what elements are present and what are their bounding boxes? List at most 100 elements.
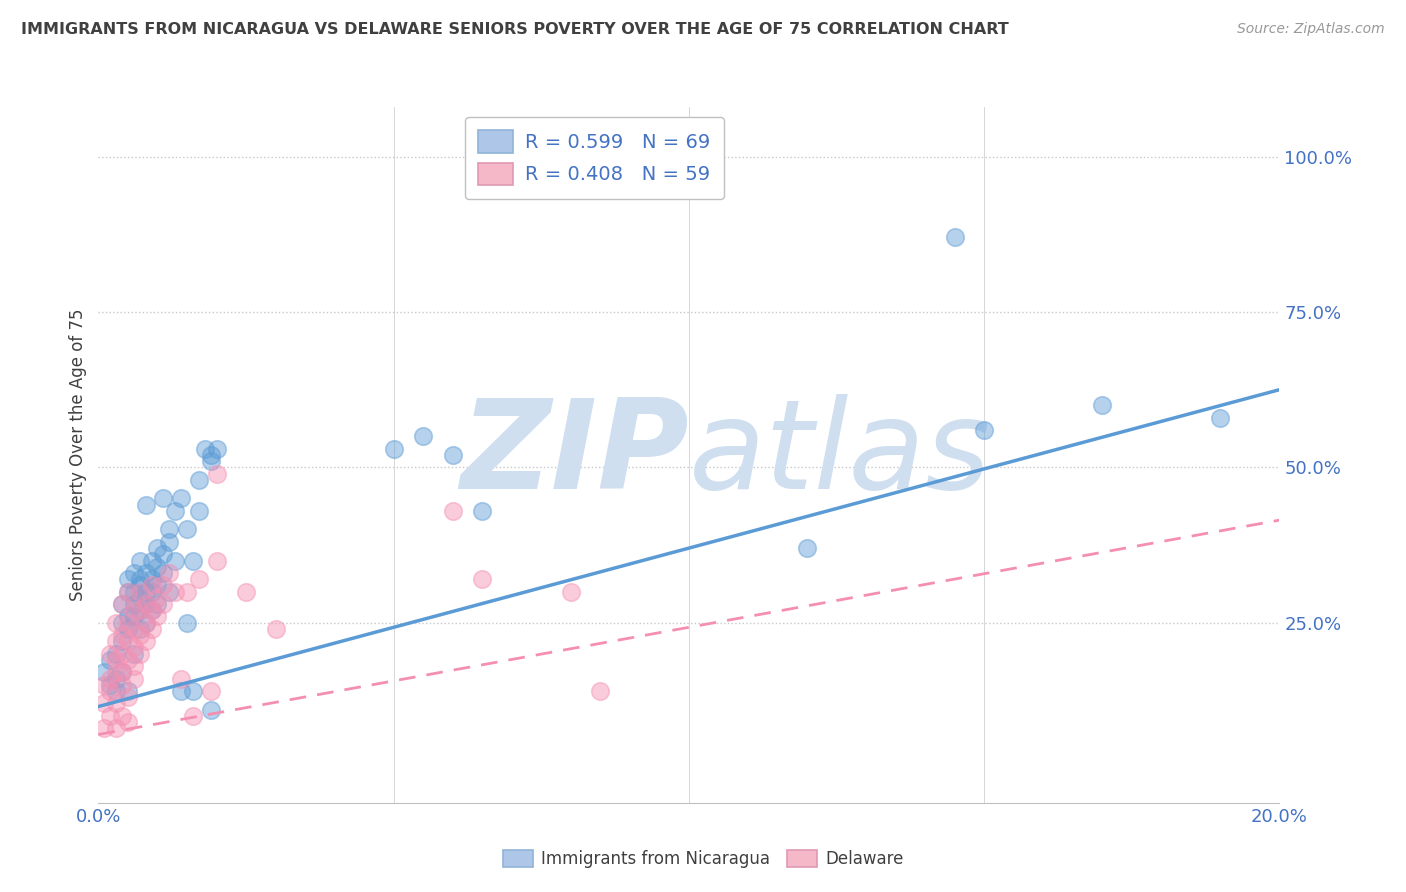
Point: [111, 665, 134, 680]
Point: [122, 603, 145, 617]
Point: [157, 566, 180, 580]
Point: [141, 572, 163, 586]
Point: [128, 591, 150, 605]
Point: [117, 690, 139, 705]
Point: [128, 628, 150, 642]
Point: [105, 647, 128, 661]
Point: [122, 647, 145, 661]
Point: [264, 622, 287, 636]
Point: [117, 572, 139, 586]
Point: [152, 491, 174, 506]
Point: [146, 559, 169, 574]
Point: [135, 498, 157, 512]
Point: [93, 665, 115, 680]
Point: [128, 647, 150, 661]
Point: [135, 597, 157, 611]
Point: [152, 566, 174, 580]
Point: [165, 584, 187, 599]
Point: [117, 584, 139, 599]
Point: [170, 672, 193, 686]
Point: [181, 684, 204, 698]
Point: [111, 615, 134, 630]
Point: [93, 678, 115, 692]
Point: [205, 553, 228, 567]
Point: [128, 603, 150, 617]
Point: [117, 653, 139, 667]
Point: [122, 597, 145, 611]
Point: [200, 684, 222, 698]
Point: [111, 708, 134, 723]
Point: [146, 578, 169, 592]
Point: [128, 622, 150, 636]
Point: [200, 703, 222, 717]
Point: [187, 504, 209, 518]
Point: [194, 442, 217, 456]
Point: [105, 672, 128, 686]
Point: [111, 678, 134, 692]
Point: [441, 504, 464, 518]
Point: [170, 684, 193, 698]
Point: [122, 609, 145, 624]
Point: [200, 454, 222, 468]
Y-axis label: Seniors Poverty Over the Age of 75: Seniors Poverty Over the Age of 75: [69, 309, 87, 601]
Point: [471, 572, 494, 586]
Point: [117, 634, 139, 648]
Point: [1091, 398, 1114, 412]
Point: [111, 647, 134, 661]
Legend: Immigrants from Nicaragua, Delaware: Immigrants from Nicaragua, Delaware: [496, 843, 910, 875]
Point: [117, 684, 139, 698]
Point: [165, 504, 187, 518]
Point: [117, 584, 139, 599]
Point: [157, 534, 180, 549]
Point: [441, 448, 464, 462]
Point: [98, 672, 121, 686]
Text: ZIP: ZIP: [460, 394, 689, 516]
Point: [105, 697, 128, 711]
Point: [146, 609, 169, 624]
Point: [176, 584, 198, 599]
Point: [128, 553, 150, 567]
Point: [98, 684, 121, 698]
Text: Source: ZipAtlas.com: Source: ZipAtlas.com: [1237, 22, 1385, 37]
Point: [141, 584, 163, 599]
Point: [200, 448, 222, 462]
Point: [93, 697, 115, 711]
Text: atlas: atlas: [689, 394, 991, 516]
Point: [122, 566, 145, 580]
Point: [111, 597, 134, 611]
Point: [165, 553, 187, 567]
Point: [176, 523, 198, 537]
Point: [135, 597, 157, 611]
Point: [98, 647, 121, 661]
Point: [589, 684, 612, 698]
Point: [117, 714, 139, 729]
Point: [141, 578, 163, 592]
Point: [412, 429, 434, 443]
Point: [205, 442, 228, 456]
Point: [796, 541, 818, 555]
Point: [105, 634, 128, 648]
Point: [560, 584, 582, 599]
Point: [181, 708, 204, 723]
Point: [111, 597, 134, 611]
Point: [187, 473, 209, 487]
Point: [105, 653, 128, 667]
Point: [176, 615, 198, 630]
Point: [235, 584, 257, 599]
Point: [105, 665, 128, 680]
Point: [98, 678, 121, 692]
Point: [128, 578, 150, 592]
Point: [205, 467, 228, 481]
Point: [135, 566, 157, 580]
Point: [973, 423, 995, 437]
Text: IMMIGRANTS FROM NICARAGUA VS DELAWARE SENIORS POVERTY OVER THE AGE OF 75 CORRELA: IMMIGRANTS FROM NICARAGUA VS DELAWARE SE…: [21, 22, 1010, 37]
Point: [181, 553, 204, 567]
Point: [111, 634, 134, 648]
Point: [128, 603, 150, 617]
Point: [382, 442, 405, 456]
Point: [146, 591, 169, 605]
Point: [105, 684, 128, 698]
Point: [471, 504, 494, 518]
Point: [187, 572, 209, 586]
Point: [128, 584, 150, 599]
